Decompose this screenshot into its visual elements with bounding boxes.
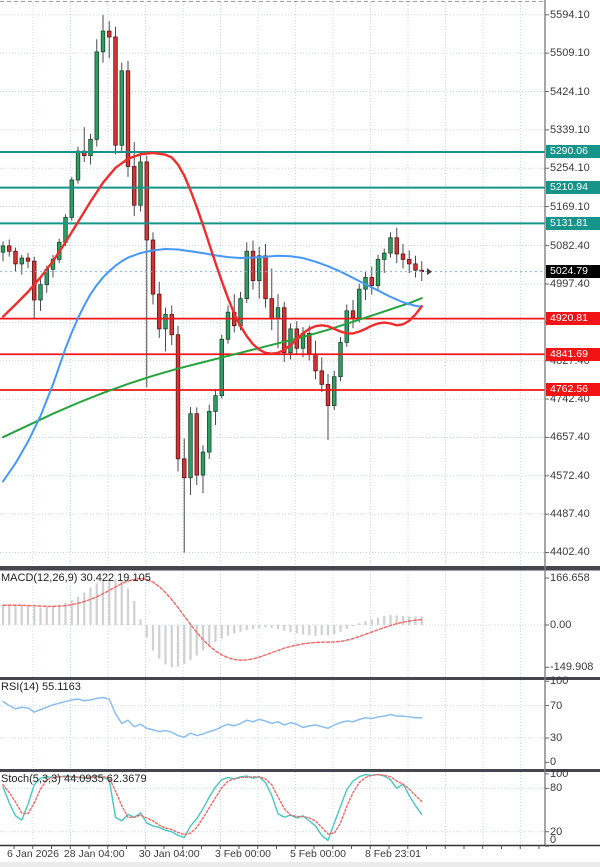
macd-indicator-label: MACD(12,26,9) 30.422 19.105 [1, 572, 151, 584]
stoch-indicator-label: Stoch(5,3,3) 44.0935 62.3679 [1, 773, 147, 785]
rsi-indicator-label: RSI(14) 55.1163 [1, 681, 81, 693]
